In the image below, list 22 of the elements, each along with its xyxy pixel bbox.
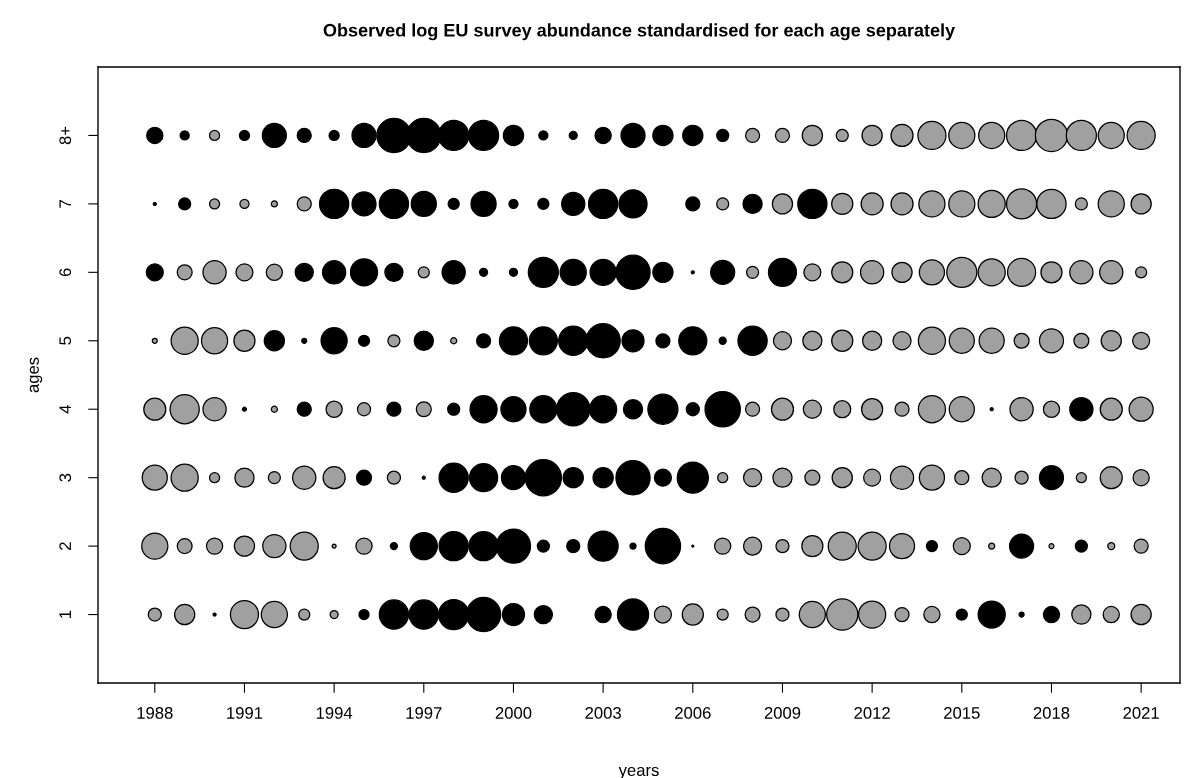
- y-tick-label: 3: [59, 473, 72, 482]
- chart-title: Observed log EU survey abundance standardised for each age separately: [323, 23, 956, 41]
- y-axis-title: ages: [29, 357, 43, 393]
- x-tick-label: 1988: [137, 707, 173, 719]
- y-tick-label: 4: [59, 405, 71, 414]
- x-tick-label: 2012: [854, 707, 890, 719]
- x-tick-label: 1994: [316, 707, 353, 719]
- y-tick-label: 5: [59, 336, 72, 345]
- x-tick-label: 2000: [495, 707, 532, 719]
- y-tick-label: 7: [59, 200, 71, 208]
- y-tick-label: 1: [59, 610, 71, 618]
- x-tick-label: 2009: [764, 707, 801, 719]
- y-tick-label: 8+: [59, 126, 72, 145]
- x-tick-label: 2021: [1123, 707, 1159, 719]
- y-tick-label: 6: [59, 268, 72, 277]
- x-tick-label: 2003: [585, 707, 621, 719]
- x-tick-label: 2015: [944, 707, 980, 719]
- y-tick-label: 2: [59, 542, 71, 550]
- x-tick-label: 1991: [227, 707, 263, 719]
- x-tick-label: 2006: [675, 707, 711, 719]
- x-tick-label: 1997: [406, 707, 442, 719]
- x-tick-label: 2018: [1033, 707, 1070, 719]
